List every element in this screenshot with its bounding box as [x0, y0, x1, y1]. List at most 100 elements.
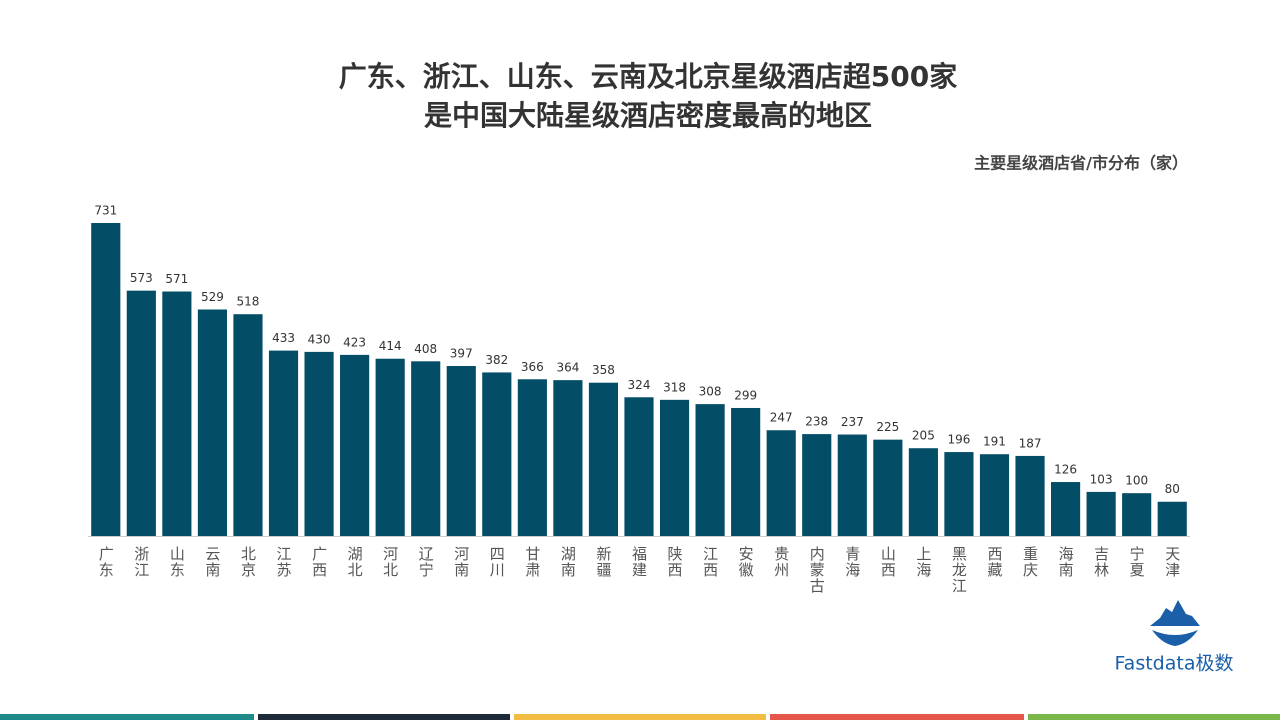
- x-tick-label: 吉林: [1092, 546, 1110, 578]
- value-label: 571: [165, 272, 188, 286]
- bar: [731, 407, 761, 536]
- x-tick-label: 江西: [701, 546, 719, 578]
- bar: [162, 291, 192, 536]
- x-tick-label: 内蒙古: [808, 546, 826, 594]
- value-label: 196: [947, 433, 970, 447]
- bar: [446, 366, 476, 536]
- footer-stripe: [514, 714, 766, 720]
- bar: [1122, 493, 1152, 536]
- value-label: 366: [521, 360, 544, 374]
- value-label: 364: [556, 361, 579, 375]
- x-tick-label: 山东: [168, 546, 186, 578]
- chart-title: 是中国大陆星级酒店密度最高的地区: [424, 99, 872, 132]
- value-label: 358: [592, 363, 615, 377]
- value-label: 247: [770, 411, 793, 425]
- x-tick-label: 青海: [843, 546, 861, 578]
- x-tick-label: 云南: [203, 546, 221, 578]
- bar: [802, 434, 832, 536]
- bar: [873, 439, 903, 536]
- x-tick-label: 四川: [488, 546, 506, 578]
- logo-text: Fastdata极数: [1115, 653, 1234, 675]
- x-tick-label: 甘肃: [523, 546, 541, 578]
- x-tick-label: 福建: [630, 546, 648, 578]
- value-label: 382: [485, 353, 508, 367]
- x-tick-label: 湖北: [346, 546, 364, 578]
- x-tick-label: 辽宁: [417, 546, 435, 578]
- x-tick-label: 广西: [310, 546, 328, 578]
- bar: [695, 404, 725, 536]
- value-label: 433: [272, 331, 295, 345]
- x-tick-label: 上海: [914, 546, 932, 578]
- value-label: 397: [450, 347, 473, 361]
- x-tick-label: 广东: [97, 546, 115, 578]
- value-label: 414: [379, 339, 402, 353]
- value-label: 205: [912, 429, 935, 443]
- bar: [233, 314, 263, 536]
- value-label: 103: [1090, 472, 1113, 486]
- footer-stripe: [0, 714, 254, 720]
- value-label: 318: [663, 380, 686, 394]
- value-label: 573: [130, 271, 153, 285]
- x-tick-label: 河北: [381, 546, 399, 578]
- bar: [91, 223, 121, 536]
- x-tick-label: 山西: [879, 546, 897, 578]
- x-tick-label: 河南: [452, 546, 470, 578]
- footer-stripe: [1028, 714, 1280, 720]
- bar: [1015, 455, 1045, 536]
- value-label: 308: [699, 385, 722, 399]
- bar: [340, 354, 370, 536]
- bar: [411, 361, 441, 536]
- x-tick-label: 湖南: [559, 546, 577, 578]
- bar: [517, 379, 547, 536]
- x-tick-label: 新疆: [594, 546, 612, 578]
- value-label: 529: [201, 290, 224, 304]
- footer-stripe: [770, 714, 1024, 720]
- logo-icon: [1152, 630, 1198, 646]
- bar: [304, 351, 334, 536]
- x-tick-label: 江苏: [275, 546, 293, 578]
- x-tick-label: 黑龙江: [950, 546, 968, 594]
- bar: [1157, 501, 1187, 536]
- bar: [837, 434, 867, 536]
- chart-title: 广东、浙江、山东、云南及北京星级酒店超500家: [339, 60, 957, 93]
- bar: [944, 452, 974, 536]
- value-label: 518: [237, 295, 260, 309]
- value-label: 225: [876, 420, 899, 434]
- bar: [979, 454, 1010, 536]
- bar: [553, 380, 583, 536]
- bar: [624, 397, 654, 536]
- bar: [482, 372, 512, 536]
- bar: [197, 309, 227, 536]
- x-tick-label: 天津: [1163, 546, 1181, 578]
- bar: [766, 430, 796, 536]
- bar: [908, 448, 938, 536]
- x-tick-label: 安徽: [737, 546, 755, 578]
- value-label: 238: [805, 415, 828, 429]
- logo-icon: [1150, 600, 1200, 626]
- value-label: 191: [983, 435, 1006, 449]
- bar: [1086, 491, 1116, 536]
- x-tick-label: 西藏: [985, 546, 1003, 578]
- x-tick-label: 宁夏: [1128, 546, 1146, 578]
- footer-stripe: [258, 714, 510, 720]
- value-label: 187: [1019, 436, 1042, 450]
- logo: Fastdata极数: [1115, 600, 1234, 675]
- chart-subtitle: 主要星级酒店省/市分布（家）: [974, 154, 1188, 173]
- value-label: 423: [343, 335, 366, 349]
- value-label: 299: [734, 388, 757, 402]
- value-label: 731: [94, 204, 117, 218]
- bar: [126, 290, 156, 536]
- x-tick-label: 浙江: [132, 546, 150, 578]
- value-label: 80: [1165, 482, 1180, 496]
- x-tick-label: 重庆: [1021, 546, 1039, 578]
- bar: [588, 382, 619, 536]
- bar: [268, 350, 299, 536]
- value-label: 324: [628, 378, 651, 392]
- bar: [659, 399, 690, 536]
- x-tick-label: 贵州: [772, 546, 790, 578]
- x-tick-label: 北京: [239, 546, 257, 578]
- value-label: 430: [308, 332, 331, 346]
- value-label: 408: [414, 342, 437, 356]
- bar: [1051, 482, 1081, 536]
